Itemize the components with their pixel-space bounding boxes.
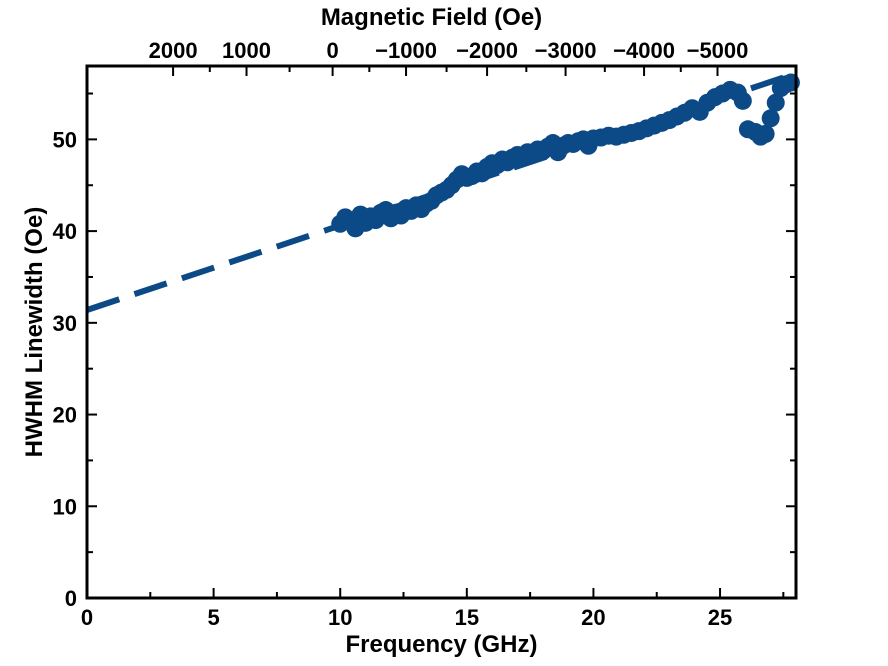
top-tick-label: 2000 bbox=[149, 38, 198, 63]
y-tick-label: 30 bbox=[53, 311, 77, 336]
top-axis-title: Magnetic Field (Oe) bbox=[321, 4, 542, 31]
plot-frame bbox=[85, 64, 798, 600]
y-tick-label: 40 bbox=[53, 219, 77, 244]
tick-marks bbox=[86, 66, 796, 599]
x-tick-label: 20 bbox=[581, 605, 605, 630]
x-tick-label: 10 bbox=[328, 605, 352, 630]
x-tick-label: 0 bbox=[81, 605, 93, 630]
data-point bbox=[756, 124, 775, 143]
y-tick-label: 10 bbox=[53, 494, 77, 519]
data-points bbox=[331, 73, 800, 238]
top-tick-label: −1000 bbox=[375, 38, 437, 63]
top-tick-labels: 2000 1000 0 −1000 −2000 −3000 −4000 −5000 bbox=[149, 38, 749, 63]
x-axis-title: Frequency (GHz) bbox=[345, 631, 537, 658]
top-tick-label: 0 bbox=[326, 38, 338, 63]
y-tick-labels: 0 10 20 30 40 50 bbox=[53, 127, 77, 611]
y-tick-label: 20 bbox=[53, 403, 77, 428]
top-tick-label: 1000 bbox=[222, 38, 271, 63]
top-tick-label: −5000 bbox=[687, 38, 749, 63]
x-tick-labels: 0 5 10 15 20 25 bbox=[81, 605, 732, 630]
x-tick-label: 5 bbox=[207, 605, 219, 630]
y-axis-title: HWHM Linewidth (Oe) bbox=[21, 207, 48, 458]
top-tick-label: −3000 bbox=[535, 38, 597, 63]
y-tick-label: 0 bbox=[65, 586, 77, 611]
top-tick-label: −4000 bbox=[613, 38, 675, 63]
top-tick-label: −2000 bbox=[456, 38, 518, 63]
y-tick-label: 50 bbox=[53, 127, 77, 152]
data-point bbox=[733, 91, 752, 110]
x-tick-label: 15 bbox=[455, 605, 479, 630]
data-point bbox=[761, 109, 780, 128]
x-tick-label: 25 bbox=[708, 605, 732, 630]
data-point bbox=[766, 93, 785, 112]
